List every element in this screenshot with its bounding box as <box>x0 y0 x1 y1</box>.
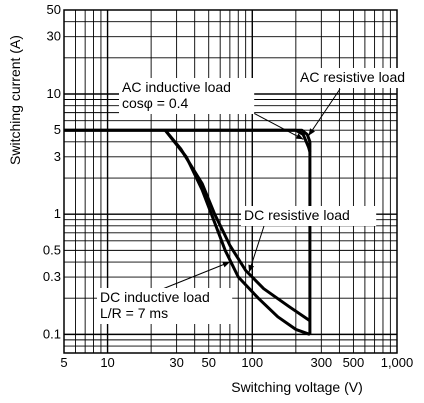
y-tick-label: 1 <box>54 206 61 221</box>
x-tick-label: 500 <box>343 355 365 370</box>
annotation-label-dc-inductive: DC inductive load L/R = 7 ms <box>100 289 210 321</box>
x-tick-label: 5 <box>60 355 67 370</box>
annotation-arrowhead <box>248 264 255 273</box>
annotation-arrowhead <box>295 133 304 140</box>
y-tick-label: 0.5 <box>43 242 61 257</box>
y-axis-title: Switching current (A) <box>7 35 23 165</box>
x-tick-label: 50 <box>201 355 215 370</box>
y-tick-label: 0.1 <box>43 326 61 341</box>
y-tick-label: 5 <box>54 122 61 137</box>
annotation-label-ac-resistive: AC resistive load <box>300 69 405 85</box>
plot-frame <box>63 9 398 354</box>
x-tick-label: 300 <box>310 355 332 370</box>
annotation-arrowhead <box>308 128 315 136</box>
y-tick-label: 0.3 <box>43 269 61 284</box>
annotation-backing <box>241 206 377 226</box>
tick-labels: 5 10 30 50 100 300 500 1,000 0.1 0.3 0.5 1 3 5 10 30 50 <box>43 2 413 370</box>
annotation-arrow <box>159 261 231 291</box>
annotation-backing <box>119 78 255 114</box>
y-tick-label: 3 <box>54 149 61 164</box>
x-axis-title: Switching voltage (V) <box>231 379 363 395</box>
y-tick-label: 50 <box>47 2 61 17</box>
annotation-backing <box>297 68 424 88</box>
annotations: AC inductive load cosφ = 0.4 AC resistive … <box>97 68 424 324</box>
annotation-label-ac-inductive: AC inductive load cosφ = 0.4 <box>122 79 231 111</box>
curve-dc-inductive <box>164 129 311 336</box>
annotation-label-dc-resistive: DC resistive load <box>244 207 350 223</box>
x-tick-label: 10 <box>100 355 114 370</box>
y-tick-label: 30 <box>47 29 61 44</box>
annotation-arrow <box>308 88 341 136</box>
x-tick-label: 100 <box>241 355 263 370</box>
grid-lines <box>64 10 397 353</box>
annotation-arrow <box>248 225 265 273</box>
annotation-backing <box>97 288 233 324</box>
annotation-arrowhead <box>222 261 230 268</box>
curve-ac-inductive <box>64 128 312 153</box>
y-tick-label: 10 <box>47 86 61 101</box>
x-tick-label: 30 <box>169 355 183 370</box>
x-tick-label: 1,000 <box>381 355 414 370</box>
